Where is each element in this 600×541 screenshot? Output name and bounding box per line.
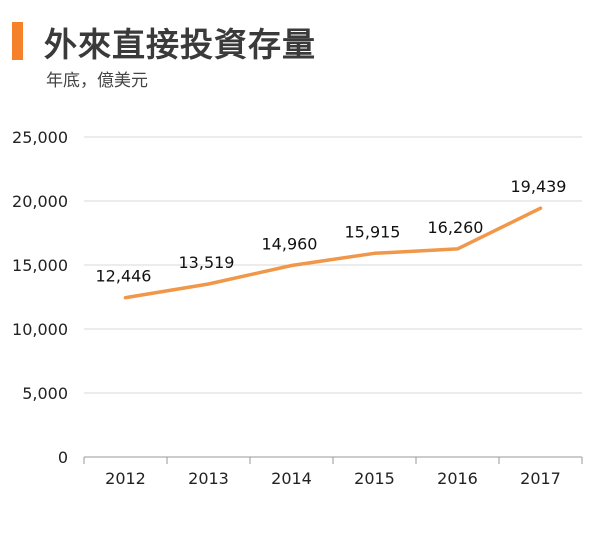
- y-tick-label: 20,000: [12, 192, 68, 211]
- series-polyline: [123, 206, 543, 300]
- y-tick-label: 15,000: [12, 256, 68, 275]
- data-label: 15,915: [345, 222, 401, 241]
- x-tick-label: 2015: [354, 469, 395, 488]
- grid-lines: [84, 136, 582, 394]
- chart-subtitle: 年底，億美元: [46, 71, 148, 91]
- y-tick-label: 25,000: [12, 128, 68, 147]
- title-accent-bar: [12, 22, 23, 60]
- series-line: [123, 206, 543, 300]
- y-axis-ticks: 0 5,000 10,000 15,000 20,000 25,000: [12, 128, 68, 467]
- x-tick-label: 2016: [437, 469, 478, 488]
- x-tick-label: 2014: [271, 469, 312, 488]
- x-axis: [83, 456, 583, 464]
- chart-title: 外來直接投資存量: [44, 25, 316, 64]
- x-axis-ticks: 2012 2013 2014 2015 2016 2017: [105, 469, 561, 488]
- y-tick-label: 5,000: [22, 384, 68, 403]
- y-tick-label: 0: [58, 448, 68, 467]
- x-tick-label: 2013: [188, 469, 229, 488]
- data-label: 12,446: [96, 267, 152, 286]
- y-tick-label: 10,000: [12, 320, 68, 339]
- data-labels: 12,446 13,519 14,960 15,915 16,260 19,439: [96, 177, 567, 286]
- x-tick-label: 2012: [105, 469, 146, 488]
- data-label: 19,439: [511, 177, 567, 196]
- data-label: 14,960: [262, 235, 318, 254]
- data-label: 13,519: [179, 253, 235, 272]
- x-tick-label: 2017: [520, 469, 561, 488]
- data-label: 16,260: [428, 218, 484, 237]
